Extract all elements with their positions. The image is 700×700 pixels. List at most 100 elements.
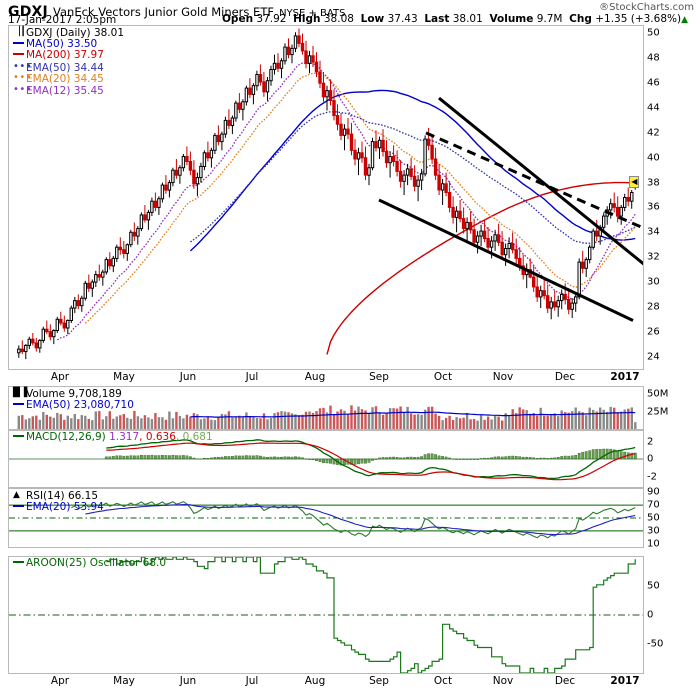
bar-chart-icon: █▐	[13, 388, 28, 398]
upper-solid-trendline	[438, 96, 643, 266]
aroon-panel[interactable]: AROON(25) Oscillator 68.0 -50 0 50	[8, 556, 663, 674]
y-tick-label: 0	[647, 453, 654, 465]
x-tick-label: Apr	[50, 675, 70, 687]
x-tick-label: Jul	[245, 371, 259, 383]
solid-line-icon	[13, 561, 24, 563]
volume-legend: █▐Volume 9,708,189 EMA(50) 23,080,710	[13, 388, 134, 411]
open-label: Open	[222, 13, 254, 25]
chg-label: Chg	[569, 13, 592, 25]
legend-label: MACD(12,26,9)	[26, 431, 110, 443]
stockcharts-brand: ®StockCharts.com	[599, 2, 694, 13]
legend-label: EMA(50) 34.44	[26, 61, 104, 74]
lower-solid-trendline	[378, 198, 634, 322]
y-tick-label: 30	[647, 525, 660, 537]
price-x-axis: Apr May Jun Jul Aug Sep Oct Nov Dec 2017	[8, 371, 644, 387]
last-label: Last	[424, 13, 450, 25]
y-tick-label: 46	[647, 77, 660, 89]
solid-line-icon	[13, 435, 24, 437]
volume-value: 9.7M	[536, 13, 563, 25]
legend-row: EMA(20) 53.94	[13, 500, 104, 514]
x-tick-label: Nov	[492, 675, 514, 687]
solid-line-icon	[13, 53, 24, 55]
legend-row: •••EMA(50) 34.44	[13, 61, 124, 74]
legend-label: EMA(20) 53.94	[26, 500, 104, 513]
volume-panel[interactable]: █▐Volume 9,708,189 EMA(50) 23,080,710 25M…	[8, 386, 668, 430]
upper-dashed-trendline	[425, 131, 643, 230]
last-price-tag: ◀	[629, 176, 640, 189]
rsi-plot	[9, 489, 643, 547]
dotted-line-icon: •••	[13, 72, 33, 83]
y-tick-label: 70	[647, 499, 660, 511]
rsi-panel[interactable]: ▲ RSI(14) 66.15 EMA(20) 53.94 10 30 50 70 90	[8, 487, 660, 549]
chart-header: GDXJ VanEck Vectors Junior Gold Miners E…	[0, 0, 700, 26]
legend-label: EMA(12) 35.45	[26, 84, 104, 97]
y-tick-label: 32	[647, 251, 660, 263]
low-value: 37.43	[387, 13, 418, 25]
y-tick-label: 28	[647, 301, 660, 313]
high-value: 38.08	[323, 13, 354, 25]
macd-chart-svg	[9, 439, 643, 481]
quote-bar: Open 37.92 High 38.08 Low 37.43 Last 38.…	[222, 13, 688, 25]
x-tick-label: May	[113, 675, 135, 687]
aroon-chart-svg	[9, 557, 643, 673]
legend-row: MACD(12,26,9) 1.317, 0.636, 0.681	[13, 431, 213, 444]
dotted-line-icon: •••	[13, 83, 33, 95]
chg-value: +1.35 (+3.68%)	[595, 13, 682, 25]
x-tick-label: Jun	[179, 371, 197, 383]
legend-label: RSI(14) 66.15	[26, 490, 99, 502]
up-triangle-icon: ▲	[681, 15, 689, 25]
bottom-x-axis: Apr May Jun Jul Aug Sep Oct Nov Dec 2017	[8, 675, 644, 691]
ticker-symbol: GDXJ	[8, 4, 48, 20]
x-tick-label: 2017	[610, 371, 640, 383]
legend-value: 1.317	[109, 431, 140, 443]
y-tick-label: 90	[647, 486, 660, 498]
price-legend: ▕┃GDXJ (Daily) 38.01 MA(50) 33.50 MA(200) …	[13, 27, 124, 96]
candlestick-icon: ▕┃	[13, 27, 27, 37]
x-tick-label: Nov	[492, 371, 514, 383]
legend-label: AROON(25) Oscillator 68.0	[26, 557, 167, 569]
volume-label: Volume	[489, 13, 534, 25]
legend-row: █▐Volume 9,708,189	[13, 388, 134, 400]
y-tick-label: 25M	[647, 406, 669, 417]
legend-row: ▕┃GDXJ (Daily) 38.01	[13, 27, 124, 39]
macd-panel[interactable]: MACD(12,26,9) 1.317, 0.636, 0.681 -2 0 2	[8, 430, 657, 488]
y-tick-label: 30	[647, 276, 660, 288]
mountain-icon: ▲	[13, 490, 21, 500]
last-value: 38.01	[452, 13, 483, 25]
x-tick-label: Sep	[369, 675, 389, 687]
legend-label: Volume 9,708,189	[26, 388, 122, 400]
price-panel[interactable]: ▕┃GDXJ (Daily) 38.01 MA(50) 33.50 MA(200) …	[8, 25, 660, 370]
y-tick-label: -2	[647, 471, 657, 482]
y-tick-label: 10	[647, 538, 660, 550]
y-tick-label: 2	[647, 436, 654, 447]
y-tick-label: -50	[647, 638, 664, 650]
x-tick-label: Dec	[554, 675, 576, 687]
y-tick-label: 24	[647, 351, 660, 363]
open-value: 37.92	[256, 13, 287, 25]
legend-row: MA(200) 37.97	[13, 49, 124, 62]
price-chart-svg	[17, 28, 643, 360]
x-tick-label: Oct	[433, 371, 453, 383]
y-tick-label: 42	[647, 127, 660, 139]
legend-label: EMA(20) 34.45	[26, 73, 104, 85]
x-tick-label: Aug	[304, 675, 326, 687]
exchange-label: NYSE + BATS	[279, 8, 346, 19]
legend-label: MA(50) 33.50	[26, 37, 98, 50]
price-plot	[9, 26, 643, 369]
legend-label: GDXJ (Daily) 38.01	[26, 27, 125, 39]
y-tick-label: 50	[647, 512, 660, 524]
x-tick-label: Jul	[245, 675, 259, 687]
legend-value: , 0.636	[139, 431, 176, 443]
legend-value: , 0.681	[175, 431, 213, 443]
registered-icon: ®	[599, 2, 610, 13]
volume-plot	[9, 387, 643, 429]
y-tick-label: 40	[647, 152, 660, 164]
y-tick-label: 50M	[647, 388, 669, 400]
y-tick-label: 50	[647, 580, 660, 592]
x-tick-label: 2017	[610, 675, 640, 687]
legend-label: EMA(50) 23,080,710	[26, 398, 134, 411]
x-tick-label: Aug	[304, 371, 326, 383]
company-name: VanEck Vectors Junior Gold Miners ETF	[53, 5, 274, 19]
quote-datetime: 17-Jan-2017 2:05pm	[8, 14, 117, 26]
